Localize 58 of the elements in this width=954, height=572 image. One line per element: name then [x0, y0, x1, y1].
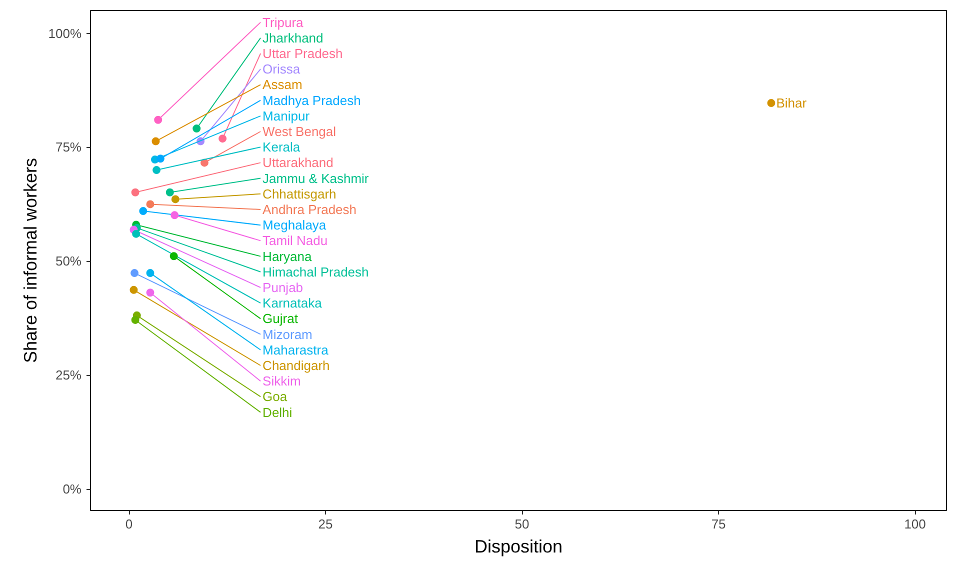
x-tick-label: 100	[904, 516, 926, 532]
text: Goa	[262, 389, 288, 404]
text: Meghalaya	[262, 218, 327, 233]
point	[152, 166, 161, 174]
point	[170, 211, 179, 220]
text: Uttar Pradesh	[262, 46, 343, 61]
y-tick-label: 25%	[55, 368, 82, 383]
text: Assam	[262, 77, 302, 92]
y-tick-label: 50%	[55, 254, 82, 269]
text: Orissa	[262, 62, 301, 77]
point	[131, 316, 140, 324]
text: Chhattisgarh	[262, 186, 336, 202]
y-tick-label: 75%	[55, 140, 82, 155]
text: Himachal Pradesh	[262, 264, 369, 280]
text: Manipur	[262, 108, 310, 124]
y-tick-label: 0%	[62, 482, 82, 497]
point	[170, 252, 178, 260]
x-tick-label: 75	[711, 516, 726, 532]
text: Tripura	[262, 14, 304, 30]
text: Mizoram	[262, 326, 312, 342]
text: Maharastra	[262, 342, 330, 358]
point	[146, 200, 154, 208]
text: Karnataka	[262, 296, 323, 311]
text: Andhra Pradesh	[262, 202, 357, 217]
text: Tamil Nadu	[262, 233, 328, 248]
point	[131, 188, 140, 196]
point	[132, 230, 140, 238]
text: Uttarakhand	[262, 155, 334, 170]
x-tick-label: 50	[514, 516, 530, 532]
text: Punjab	[262, 280, 304, 295]
series-label: Bihar	[776, 96, 808, 111]
point	[130, 286, 138, 294]
point	[146, 269, 154, 278]
point	[218, 134, 227, 143]
point	[130, 269, 139, 278]
y-axis-title: Share of informal workers	[20, 158, 40, 364]
text: Chandigarh	[262, 358, 330, 373]
point	[192, 124, 201, 133]
text: Delhi	[262, 404, 292, 420]
y-tick-label: 100%	[48, 26, 82, 41]
x-tick-label: 0	[125, 516, 133, 532]
point	[146, 288, 154, 297]
x-tick-label: 25	[318, 516, 333, 532]
point	[171, 195, 180, 204]
point	[156, 154, 164, 163]
point	[154, 116, 162, 124]
text: Jharkhand	[262, 30, 324, 46]
text: Jammu & Kashmir	[262, 170, 370, 186]
text: West Bengal	[262, 124, 336, 139]
text: Haryana	[262, 248, 312, 264]
point	[166, 188, 174, 196]
x-axis-title: Disposition	[474, 536, 563, 556]
point	[139, 207, 148, 216]
text: Kerala	[262, 140, 301, 155]
text: Madhya Pradesh	[262, 92, 361, 108]
text: Sikkim	[262, 374, 301, 389]
text: Gujrat	[262, 311, 298, 326]
point	[767, 99, 776, 108]
